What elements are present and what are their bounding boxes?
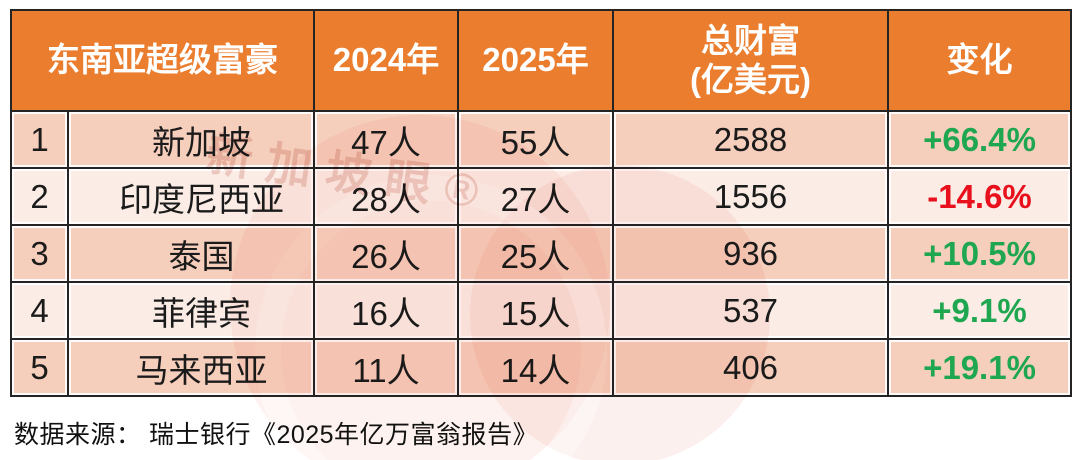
- count-2024-cell: 26人: [313, 224, 459, 283]
- count-2025-cell: 25人: [457, 224, 614, 283]
- count-2025-cell: 55人: [457, 110, 614, 169]
- country-cell: 印度尼西亚: [67, 167, 315, 226]
- wealth-cell: 406: [612, 338, 889, 397]
- country-cell: 菲律宾: [67, 281, 315, 340]
- header-change: 变化: [887, 9, 1072, 112]
- rank-cell: 3: [10, 224, 69, 283]
- rich-list-table: 东南亚超级富豪 2024年 2025年 总财富 (亿美元) 变化 1 新加坡 4…: [10, 9, 1072, 397]
- wealth-cell: 936: [612, 224, 889, 283]
- table-row-malaysia: 5 马来西亚 11人 14人 406 +19.1%: [10, 338, 1072, 397]
- rank-cell: 4: [10, 281, 69, 340]
- rank-cell: 5: [10, 338, 69, 397]
- change-cell: -14.6%: [887, 167, 1072, 226]
- count-2025-cell: 27人: [457, 167, 614, 226]
- header-2024: 2024年: [313, 9, 459, 112]
- header-2025: 2025年: [457, 9, 614, 112]
- count-2025-cell: 14人: [457, 338, 614, 397]
- rank-cell: 2: [10, 167, 69, 226]
- rank-cell: 1: [10, 110, 69, 169]
- country-cell: 新加坡: [67, 110, 315, 169]
- change-cell: +10.5%: [887, 224, 1072, 283]
- count-2024-cell: 11人: [313, 338, 459, 397]
- wealth-cell: 537: [612, 281, 889, 340]
- data-source-note: 数据来源： 瑞士银行《2025年亿万富翁报告》: [14, 421, 539, 449]
- header-group-title: 东南亚超级富豪: [10, 9, 315, 112]
- count-2025-cell: 15人: [457, 281, 614, 340]
- table-row-singapore: 1 新加坡 47人 55人 2588 +66.4%: [10, 110, 1072, 169]
- header-total-wealth: 总财富 (亿美元): [612, 9, 889, 112]
- table-row-indonesia: 2 印度尼西亚 28人 27人 1556 -14.6%: [10, 167, 1072, 226]
- change-cell: +66.4%: [887, 110, 1072, 169]
- country-cell: 马来西亚: [67, 338, 315, 397]
- change-cell: +9.1%: [887, 281, 1072, 340]
- header-row: 东南亚超级富豪 2024年 2025年 总财富 (亿美元) 变化: [10, 9, 1072, 112]
- change-cell: +19.1%: [887, 338, 1072, 397]
- country-cell: 泰国: [67, 224, 315, 283]
- table-row-philippines: 4 菲律宾 16人 15人 537 +9.1%: [10, 281, 1072, 340]
- count-2024-cell: 28人: [313, 167, 459, 226]
- wealth-cell: 1556: [612, 167, 889, 226]
- wealth-cell: 2588: [612, 110, 889, 169]
- count-2024-cell: 16人: [313, 281, 459, 340]
- count-2024-cell: 47人: [313, 110, 459, 169]
- table-row-thailand: 3 泰国 26人 25人 936 +10.5%: [10, 224, 1072, 283]
